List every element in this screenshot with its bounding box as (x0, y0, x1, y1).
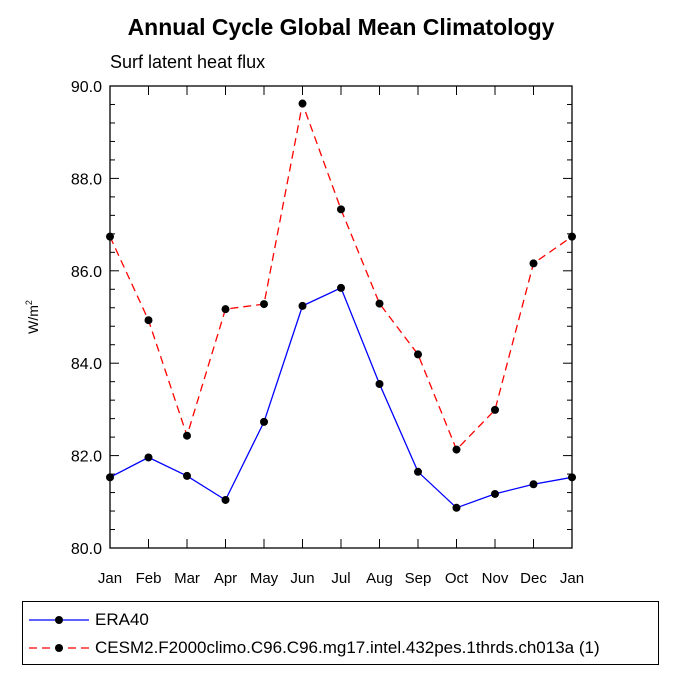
data-point-1 (414, 350, 422, 359)
data-point-1 (106, 232, 114, 241)
data-point-1 (183, 431, 191, 440)
data-point-0 (144, 453, 153, 462)
data-point-1 (568, 232, 576, 241)
data-point-1 (337, 205, 345, 214)
y-axis-label: W/m2 (24, 300, 41, 334)
data-point-1 (452, 445, 461, 454)
axes-layer: 80.0 82.0 84.0 86.0 88.0 90.0 Jan Feb Mar Apr May J… (71, 79, 584, 587)
data-point-0 (452, 503, 461, 512)
chart-subtitle: Surf latent heat flux (110, 52, 266, 72)
y-tick-label: 88.0 (71, 171, 102, 188)
legend-item-era40: ERA40 (23, 608, 149, 632)
data-point-1 (529, 259, 538, 268)
y-axis-label-text: W/m (25, 305, 41, 334)
x-tick-label: Sep (405, 570, 432, 587)
legend-label-era40: ERA40 (95, 610, 149, 629)
data-point-0 (337, 283, 345, 292)
legend-label-cesm2: CESM2.F2000climo.C96.C96.mg17.intel.432p… (95, 638, 600, 657)
legend-sample-cesm2 (29, 644, 89, 652)
y-tick-label: 90.0 (71, 79, 102, 96)
data-point-0 (568, 473, 576, 482)
data-point-1 (144, 316, 153, 325)
x-tick-label: Jan (98, 570, 122, 587)
data-point-0 (414, 467, 422, 476)
x-tick-label: Nov (482, 570, 509, 587)
series-line-1 (109, 101, 573, 451)
data-point-0 (260, 417, 268, 426)
legend-item-cesm2: CESM2.F2000climo.C96.C96.mg17.intel.432p… (23, 636, 600, 660)
data-point-0 (529, 480, 538, 489)
legend-sample-era40 (29, 616, 89, 624)
data-point-0 (183, 471, 191, 480)
x-tick-label: Oct (445, 570, 469, 587)
x-tick-label: Jun (290, 570, 314, 587)
x-tick-label: Jan (560, 570, 584, 587)
x-tick-label: Dec (520, 570, 547, 587)
data-point-1 (298, 99, 307, 108)
plot-frame (109, 85, 573, 549)
x-tick-label: Jul (331, 570, 350, 587)
data-point-0 (221, 495, 230, 504)
x-tick-label: Feb (136, 570, 162, 587)
series-line-0 (109, 287, 573, 509)
x-tick-label: Mar (174, 570, 200, 587)
data-point-1 (260, 300, 268, 309)
y-tick-label: 84.0 (71, 356, 102, 373)
data-point-1 (221, 305, 230, 314)
series-layer (106, 99, 576, 512)
legend: ERA40 CESM2.F2000climo.C96.C96.mg17.inte… (22, 601, 659, 665)
data-point-0 (298, 301, 307, 310)
x-tick-label: Aug (366, 570, 393, 587)
y-tick-label: 80.0 (71, 541, 102, 558)
y-tick-label: 86.0 (71, 264, 102, 281)
chart-title: Annual Cycle Global Mean Climatology (127, 14, 555, 40)
x-tick-label: Apr (214, 570, 237, 587)
y-axis-label-sup: 2 (24, 300, 34, 305)
data-point-0 (375, 379, 384, 388)
y-tick-label: 82.0 (71, 449, 102, 466)
x-tick-label: May (250, 570, 279, 587)
data-point-0 (491, 489, 499, 498)
data-point-1 (375, 299, 384, 308)
data-point-0 (106, 473, 114, 482)
data-point-1 (491, 405, 499, 414)
